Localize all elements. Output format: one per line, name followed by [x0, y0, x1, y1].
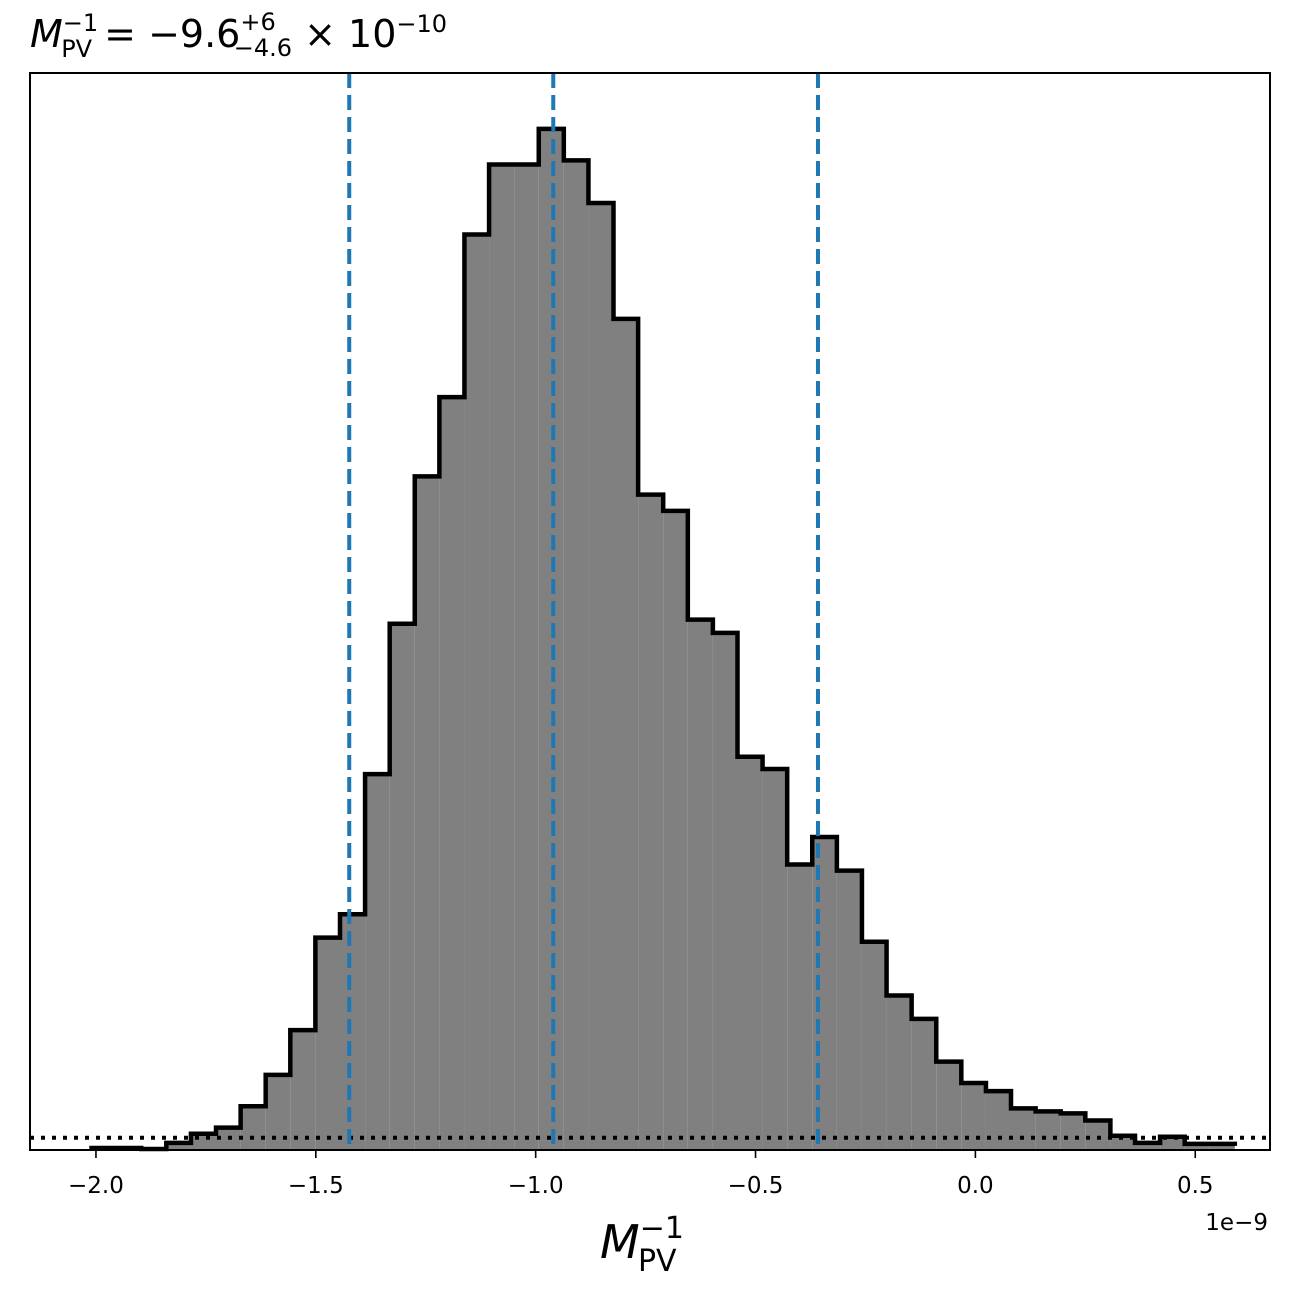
histogram-bar [663, 510, 688, 1151]
histogram-bar [365, 774, 390, 1150]
histogram-bar [190, 1133, 216, 1150]
histogram-outline [89, 126, 1238, 1152]
x-axis-offset-text: 1e−9 [1205, 1210, 1268, 1236]
title-error-plus: +6 [240, 8, 275, 36]
histogram-bar [439, 397, 465, 1150]
histogram-bar [290, 1030, 316, 1150]
title-exponent: −10 [396, 10, 447, 38]
title-subscript: PV [61, 35, 92, 63]
xlabel-symbol: M [600, 1215, 640, 1269]
histogram-bar [588, 203, 614, 1150]
histogram-bar [737, 756, 763, 1150]
histogram-bar [1011, 1108, 1036, 1150]
histogram-bar [1209, 1143, 1235, 1150]
title-times: × 10 [292, 12, 396, 56]
histogram-bar [985, 1091, 1012, 1150]
histogram-bar [911, 1018, 937, 1150]
histogram-bar [464, 234, 490, 1151]
histogram-bar [861, 941, 887, 1150]
x-tick-label: −1.0 [508, 1173, 564, 1199]
plot-area [30, 73, 1270, 1152]
histogram-bar [315, 937, 340, 1150]
histogram-bar [961, 1082, 986, 1150]
xlabel-subscript: PV [638, 1244, 677, 1279]
histogram-bar [514, 164, 539, 1151]
histogram-bar [414, 476, 440, 1151]
title-symbol: M [30, 12, 63, 56]
xlabel-superscript: −1 [640, 1211, 684, 1246]
histogram-bar [1035, 1111, 1061, 1150]
histogram-bar [1110, 1135, 1136, 1150]
x-axis: −2.0 −1.5 −1.0 −0.5 0.0 0.5 [68, 1150, 1214, 1199]
histogram-bar [638, 494, 664, 1151]
histogram-bar [1085, 1120, 1111, 1150]
histogram-bar [340, 914, 366, 1150]
histogram-bar [886, 995, 912, 1150]
histogram-bar [166, 1142, 191, 1150]
histogram-bar [712, 632, 738, 1150]
x-axis-label: M−1 PV [600, 1211, 684, 1279]
histogram-bar [1184, 1143, 1210, 1150]
axes-frame [29, 72, 1271, 1151]
histogram-bar [1160, 1136, 1185, 1150]
histogram-bar [787, 864, 813, 1150]
histogram-bar [563, 160, 589, 1150]
title-error-minus: −4.6 [234, 34, 292, 62]
title-superscript: −1 [63, 9, 98, 37]
histogram-bar [240, 1106, 266, 1150]
histogram-bar [836, 870, 862, 1150]
histogram-bar [687, 619, 713, 1150]
histogram-bar [613, 318, 639, 1151]
x-tick-label: −2.0 [68, 1173, 124, 1199]
histogram-bar [1060, 1113, 1086, 1150]
x-tick-label: −0.5 [728, 1173, 784, 1199]
x-tick-label: −1.5 [288, 1173, 344, 1199]
histogram-bar [762, 768, 788, 1150]
histogram-bar [812, 837, 837, 1150]
histogram-bar [1135, 1142, 1161, 1150]
histogram-bar [936, 1061, 962, 1150]
histogram-bar [489, 164, 515, 1151]
title-value: = −9.6 [92, 12, 240, 56]
histogram-bar [389, 623, 415, 1150]
x-tick-label: 0.5 [1177, 1173, 1214, 1199]
chart-title: M−1 PV = −9.6+6 −4.6 × 10−10 [30, 8, 447, 63]
x-tick-label: 0.0 [957, 1173, 994, 1199]
